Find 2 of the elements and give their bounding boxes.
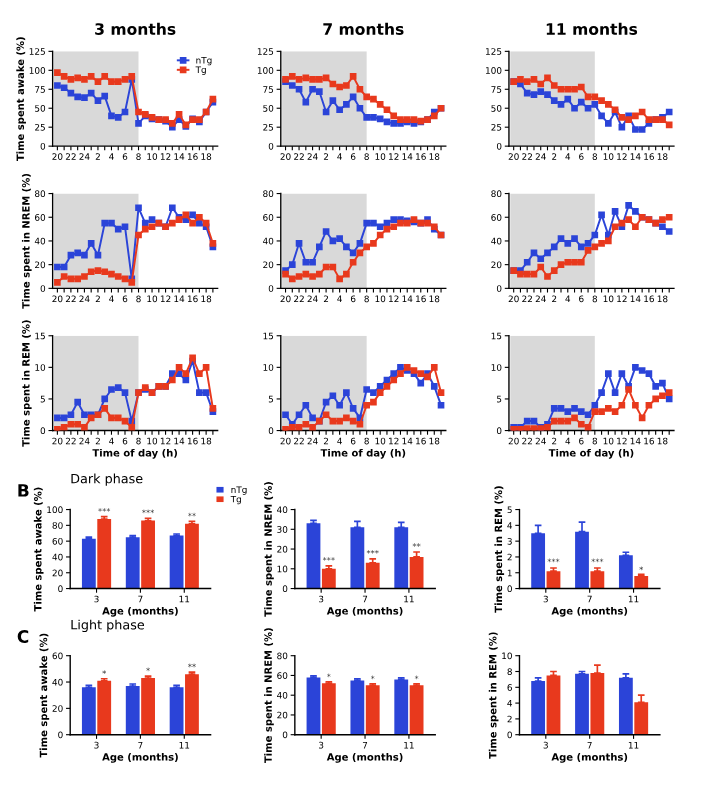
text: C xyxy=(17,630,29,643)
text: B xyxy=(18,484,29,497)
